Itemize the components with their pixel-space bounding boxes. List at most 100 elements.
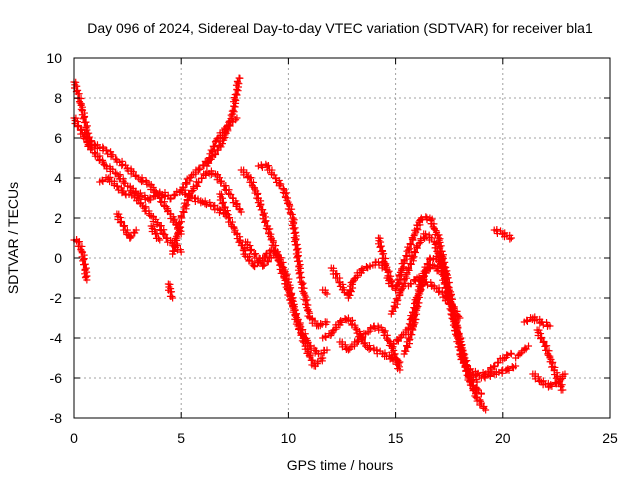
data-point (394, 361, 402, 369)
data-point (151, 187, 159, 195)
data-point (406, 240, 414, 248)
data-point (227, 111, 235, 119)
y-tick-label: 10 (46, 50, 62, 66)
data-point (391, 284, 399, 292)
data-point (283, 189, 291, 197)
chart-title: Day 096 of 2024, Sidereal Day-to-day VTE… (87, 20, 593, 36)
data-point (83, 276, 91, 284)
data-point (279, 268, 287, 276)
data-point (260, 261, 268, 269)
data-point (390, 340, 398, 348)
data-point (534, 373, 542, 381)
x-tick-label: 15 (388, 430, 404, 446)
data-point (358, 333, 366, 341)
data-point (126, 232, 134, 240)
data-point (413, 304, 421, 312)
data-point (73, 123, 81, 131)
y-tick-label: 2 (54, 210, 62, 226)
data-point (283, 196, 291, 204)
data-point (322, 333, 330, 341)
data-point (74, 122, 82, 130)
data-point (456, 314, 464, 322)
data-point (494, 359, 502, 367)
data-point (243, 169, 251, 177)
data-point (507, 234, 515, 242)
series-track-32 (529, 370, 569, 391)
data-point (261, 217, 269, 225)
data-points (70, 74, 569, 414)
data-point (272, 175, 280, 183)
data-point (77, 105, 85, 113)
data-point (539, 338, 547, 346)
data-point (408, 324, 416, 332)
data-point (407, 280, 415, 288)
data-point (410, 248, 418, 256)
data-point (303, 296, 311, 304)
data-point (561, 370, 569, 378)
data-point (221, 124, 229, 132)
y-axis-label: SDTVAR / TECUs (5, 182, 21, 294)
data-point (112, 155, 120, 163)
data-point (99, 177, 107, 185)
data-point (219, 199, 227, 207)
data-point (354, 336, 362, 344)
data-point (428, 234, 436, 242)
data-point (463, 362, 471, 370)
data-point (319, 354, 327, 362)
data-point (287, 291, 295, 299)
data-point (222, 125, 230, 133)
data-point (258, 163, 266, 171)
data-point (414, 292, 422, 300)
data-point (98, 176, 106, 184)
data-point (482, 406, 490, 414)
data-point (274, 256, 282, 264)
data-point (359, 266, 367, 274)
data-point (142, 176, 150, 184)
data-point (249, 178, 257, 186)
data-point (437, 259, 445, 267)
data-point (374, 322, 382, 330)
data-point (99, 158, 107, 166)
data-point (269, 237, 277, 245)
data-point (454, 334, 462, 342)
data-point (133, 194, 141, 202)
data-point (435, 287, 443, 295)
data-point (161, 231, 169, 239)
data-point (382, 352, 390, 360)
data-point (460, 358, 468, 366)
data-point (290, 303, 298, 311)
data-point (87, 137, 95, 145)
data-point (442, 294, 450, 302)
data-point (228, 107, 236, 115)
data-point (270, 171, 278, 179)
series-track-16 (336, 322, 404, 374)
data-point (109, 165, 117, 173)
data-point (438, 264, 446, 272)
data-point (264, 257, 272, 265)
data-point (296, 274, 304, 282)
data-point (179, 183, 187, 191)
data-point (366, 327, 374, 335)
data-point (396, 366, 404, 374)
data-point (432, 239, 440, 247)
data-point (455, 312, 463, 320)
data-point (305, 308, 313, 316)
series-track-19 (344, 258, 395, 302)
data-point (207, 171, 215, 179)
data-point (103, 146, 111, 154)
data-point (100, 161, 108, 169)
data-point (323, 318, 331, 326)
data-point (169, 247, 177, 255)
series-track-6 (147, 222, 164, 244)
data-point (390, 351, 398, 359)
data-point (275, 182, 283, 190)
data-point (548, 382, 556, 390)
series-track-3 (81, 130, 185, 238)
data-point (183, 196, 191, 204)
x-axis-label: GPS time / hours (287, 457, 394, 473)
data-point (285, 287, 293, 295)
data-point (291, 241, 299, 249)
data-point (296, 321, 304, 329)
data-point (177, 223, 185, 231)
